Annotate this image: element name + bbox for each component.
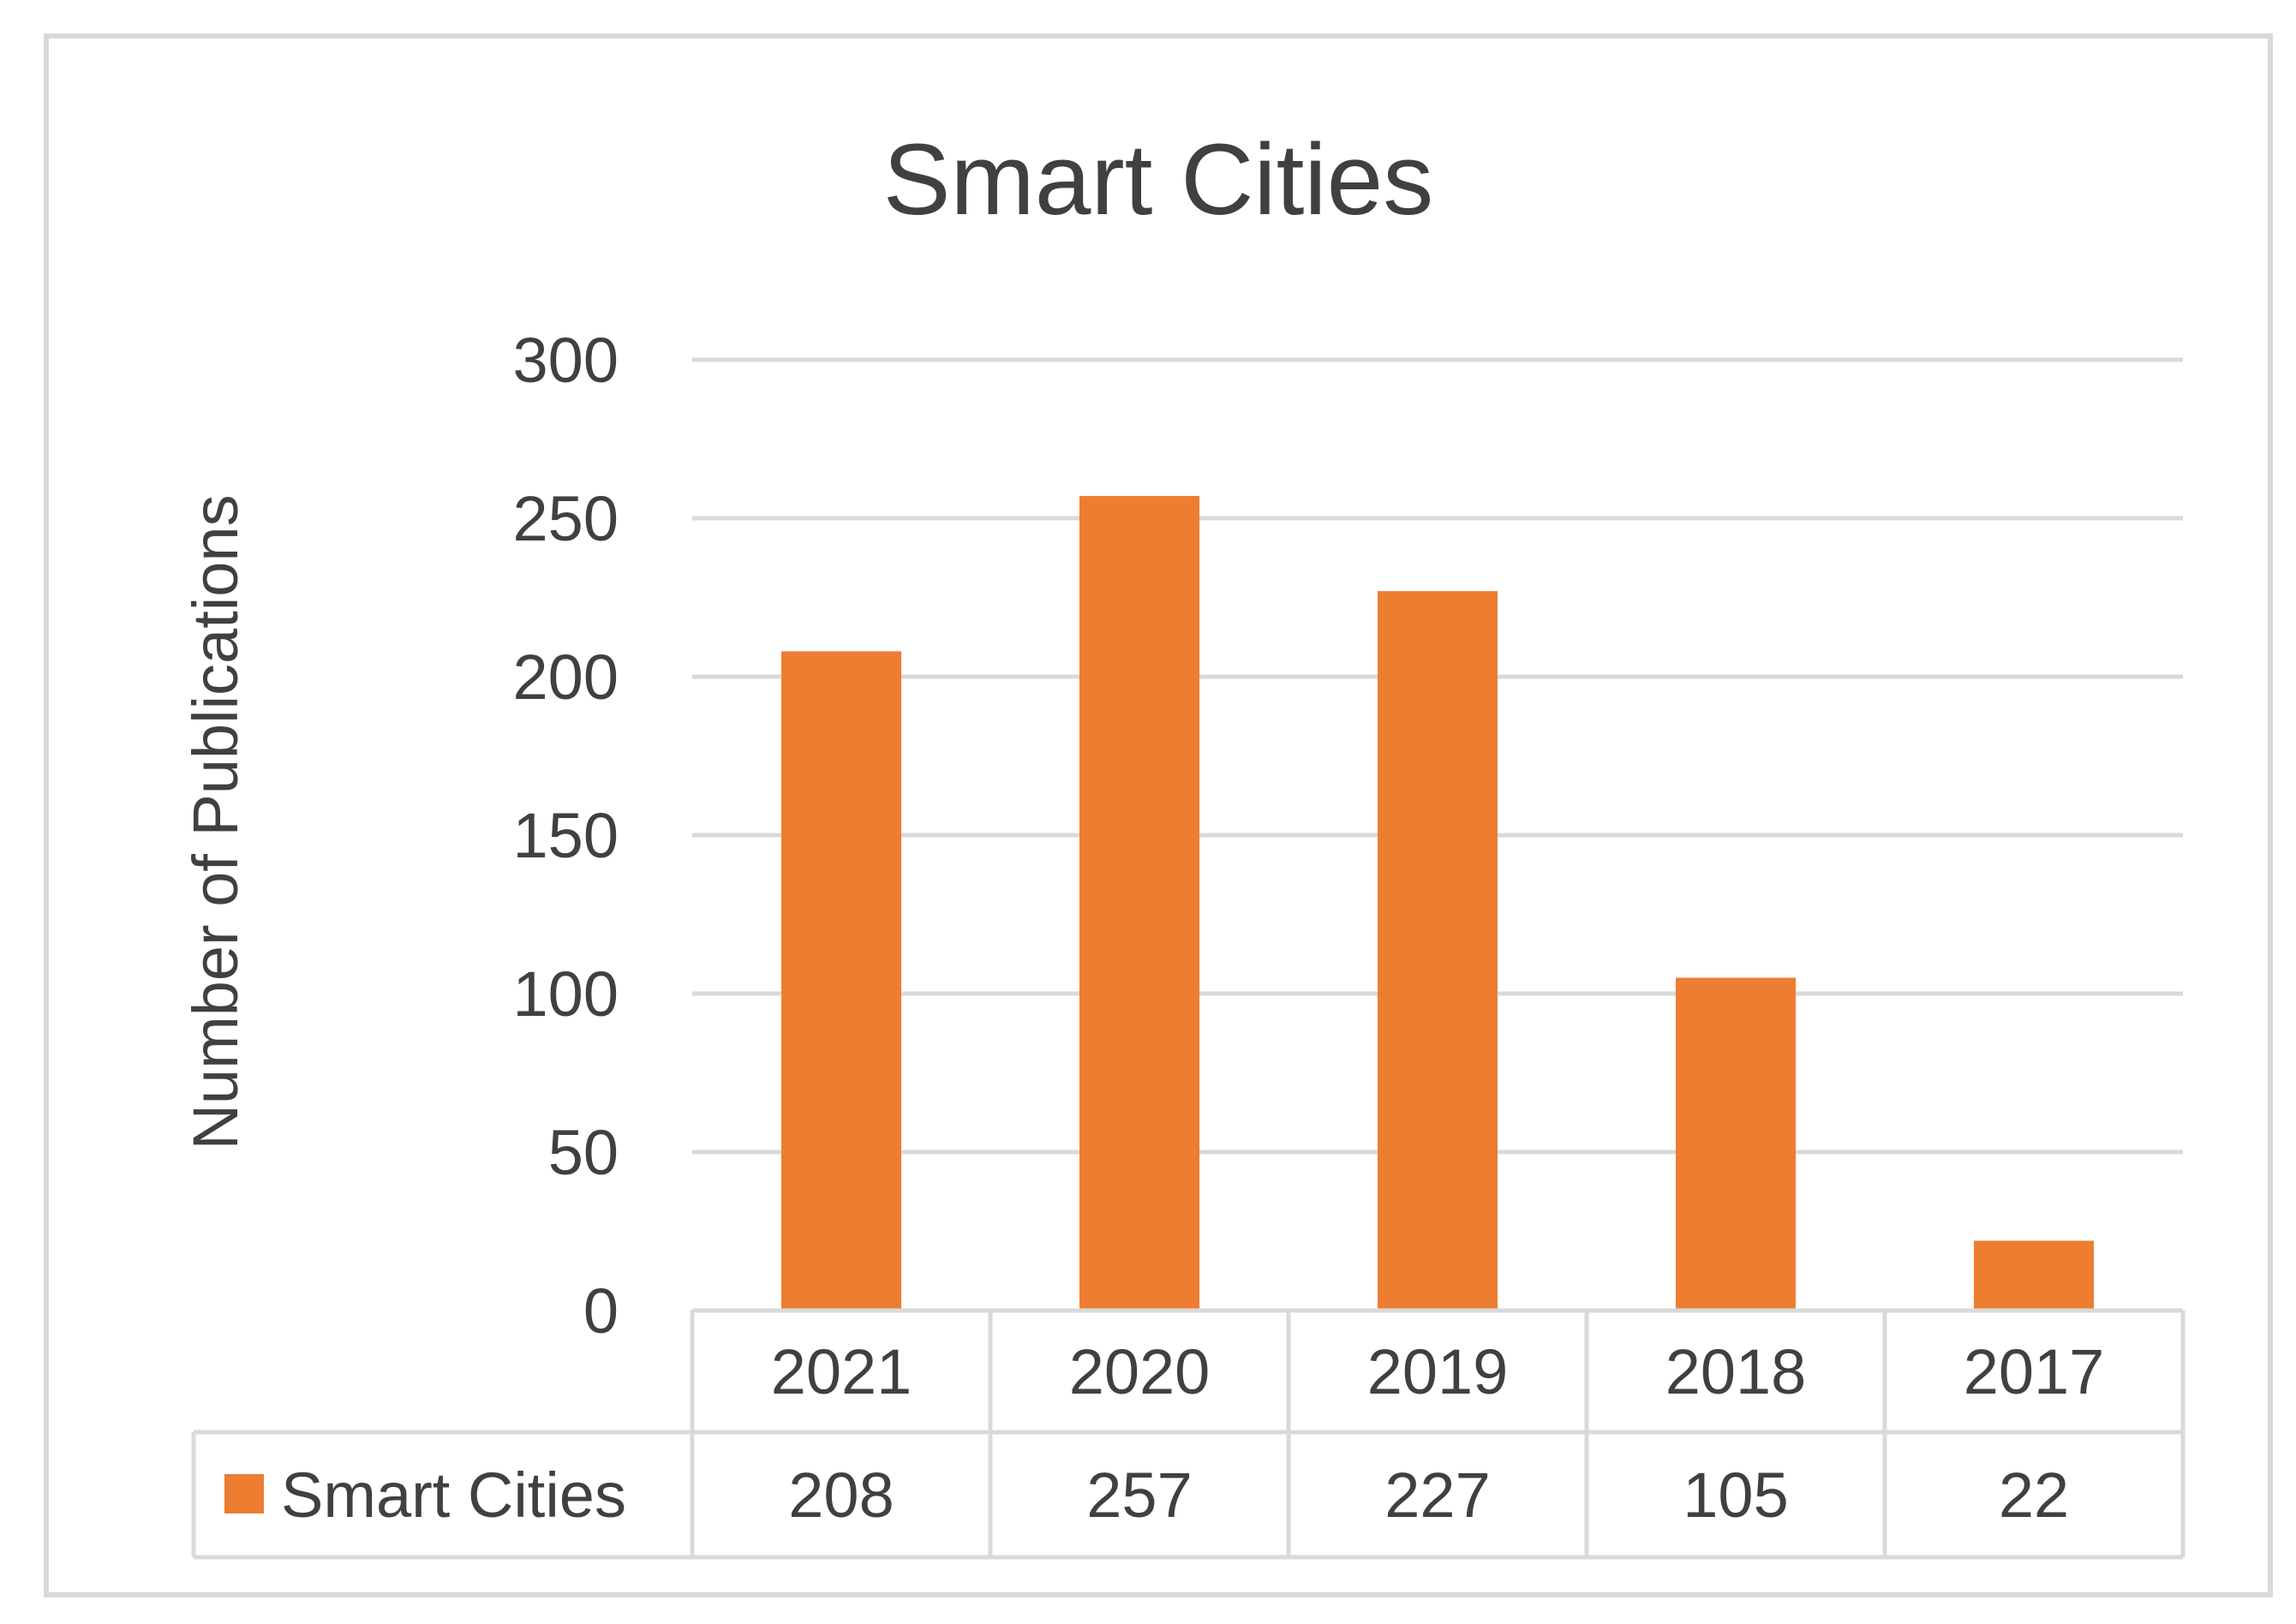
x-tick-label: 2017: [1964, 1336, 2105, 1407]
y-tick-label: 250: [513, 483, 619, 554]
data-table: 2021 208 2020 257 2019 227 2018 105 2017 22 Smart …: [191, 1308, 2185, 1560]
data-table-value: 22: [1999, 1460, 2069, 1531]
gridlines: [692, 357, 2183, 1155]
y-axis-ticks: 0 50 100 150 200 250 300: [513, 325, 619, 1346]
x-tick-label: 2018: [1665, 1336, 1807, 1407]
bar: [781, 651, 901, 1311]
data-table-value: 208: [788, 1460, 894, 1531]
bar: [1378, 591, 1498, 1311]
data-table-value: 227: [1384, 1460, 1490, 1531]
bar: [1676, 977, 1796, 1311]
bar: [1974, 1240, 2094, 1311]
y-tick-label: 200: [513, 642, 619, 713]
x-tick-label: 2021: [771, 1336, 912, 1407]
y-tick-label: 150: [513, 800, 619, 871]
x-tick-label: 2020: [1069, 1336, 1211, 1407]
y-tick-label: 300: [513, 325, 619, 396]
y-tick-label: 100: [513, 958, 619, 1030]
y-tick-label: 50: [548, 1117, 619, 1188]
bars: [781, 496, 2094, 1311]
bar: [1079, 496, 1199, 1311]
y-tick-label: 0: [583, 1275, 619, 1346]
legend-label: Smart Cities: [281, 1460, 626, 1531]
chart-title: Smart Cities: [883, 123, 1434, 236]
x-tick-label: 2019: [1367, 1336, 1509, 1407]
y-axis-label: Number of Publications: [180, 494, 251, 1149]
legend-swatch: [224, 1474, 264, 1514]
data-table-value: 105: [1683, 1460, 1788, 1531]
data-table-value: 257: [1086, 1460, 1192, 1531]
